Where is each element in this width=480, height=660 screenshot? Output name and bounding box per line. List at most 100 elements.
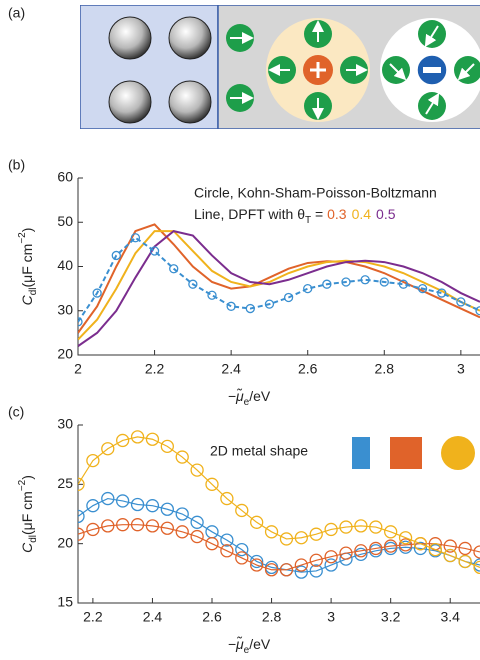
data-point (428, 542, 442, 557)
y-axis-label-part: (μF cm (19, 244, 35, 288)
data-point (324, 522, 338, 537)
legend-text: Line, DPFT with θT = 0.3 0.4 0.5 (194, 206, 396, 226)
data-point (475, 306, 480, 316)
y-axis-label-part: ) (19, 228, 35, 233)
y-tick-label: 60 (57, 169, 73, 185)
data-point (160, 439, 174, 454)
data-point (145, 499, 160, 513)
data-point (190, 515, 204, 529)
y-tick-label: 15 (57, 594, 73, 610)
data-point (339, 546, 353, 560)
panel-label: (a) (8, 5, 25, 21)
data-point (160, 521, 174, 535)
data-point (354, 544, 368, 558)
panel-label: (c) (8, 404, 24, 420)
data-point (458, 541, 472, 556)
data-point (226, 301, 236, 311)
data-point (294, 531, 308, 545)
data-point (369, 541, 383, 556)
x-tick-label: 2.6 (298, 361, 318, 377)
data-point (473, 545, 480, 559)
y-axis-label-part: C (19, 294, 35, 305)
data-point (303, 283, 313, 294)
data-point (78, 509, 85, 524)
x-tick-label: 3 (457, 361, 465, 377)
data-point (413, 541, 428, 556)
series-line (78, 230, 480, 347)
data-point (86, 499, 100, 513)
series-line (78, 230, 480, 341)
data-point (169, 264, 179, 274)
data-point (279, 532, 294, 546)
data-point (130, 518, 145, 532)
data-point (309, 564, 323, 578)
data-point (294, 565, 308, 579)
data-point (339, 520, 353, 534)
legend-shape (441, 436, 475, 470)
data-point (235, 551, 249, 565)
legend-shape (390, 437, 422, 469)
data-point (417, 283, 428, 294)
data-point (354, 519, 368, 533)
data-point (149, 246, 160, 256)
data-point (250, 554, 264, 569)
data-point (360, 275, 370, 285)
x-tick-label: 2.8 (375, 361, 395, 377)
x-axis-label-part: e (244, 645, 250, 656)
data-point (220, 544, 234, 558)
legend-text-part: T (305, 215, 311, 226)
data-point (116, 518, 130, 532)
x-axis-label-part: /eV (249, 636, 271, 652)
data-point (101, 491, 115, 506)
y-tick-label: 30 (57, 301, 73, 317)
data-point (354, 547, 368, 561)
series-line (78, 497, 480, 573)
data-point (190, 529, 204, 544)
x-tick-label: 3.4 (440, 609, 460, 625)
data-point (220, 491, 234, 506)
data-point (130, 497, 145, 512)
data-point (384, 539, 398, 553)
series-line (78, 436, 480, 568)
panel-label: (b) (8, 157, 25, 173)
data-point (309, 553, 323, 567)
y-tick-label: 40 (57, 257, 73, 273)
legend-entry: 0.5 (376, 206, 396, 222)
y-axis-label: Cdl(μF cm−2) (17, 228, 39, 306)
data-point (175, 507, 189, 521)
y-axis-label-part: dl (28, 288, 39, 296)
data-point (264, 563, 279, 577)
data-point (220, 533, 234, 547)
data-point (245, 303, 255, 314)
legend-shape (352, 437, 370, 469)
data-point (175, 450, 189, 464)
data-point (145, 519, 160, 533)
axis (77, 178, 480, 356)
data-point (264, 299, 275, 309)
data-point (379, 277, 389, 287)
y-tick-label: 20 (57, 534, 73, 550)
metal-atoms (108, 16, 212, 124)
x-tick-label: 2.6 (202, 609, 222, 625)
y-tick-label: 50 (57, 213, 73, 229)
anion-sign (423, 67, 441, 73)
y-tick-label: 25 (57, 475, 73, 491)
y-axis-label-part: −2 (17, 232, 28, 244)
data-point (145, 432, 160, 446)
x-tick-label: 2.2 (83, 609, 103, 625)
data-point (188, 279, 198, 289)
data-point (235, 503, 249, 518)
x-axis-label: −μ̃e/eV (228, 636, 271, 656)
series-line (78, 223, 480, 334)
data-point (294, 558, 308, 572)
data-point (369, 520, 383, 534)
y-axis-label-part: C (19, 542, 35, 553)
data-point (458, 554, 472, 569)
x-axis-label-part: −μ̃ (228, 388, 244, 404)
data-point (205, 537, 219, 551)
data-point (101, 519, 115, 533)
data-point (111, 250, 121, 261)
data-point (92, 288, 102, 298)
data-point (250, 558, 264, 572)
data-point (309, 527, 323, 541)
